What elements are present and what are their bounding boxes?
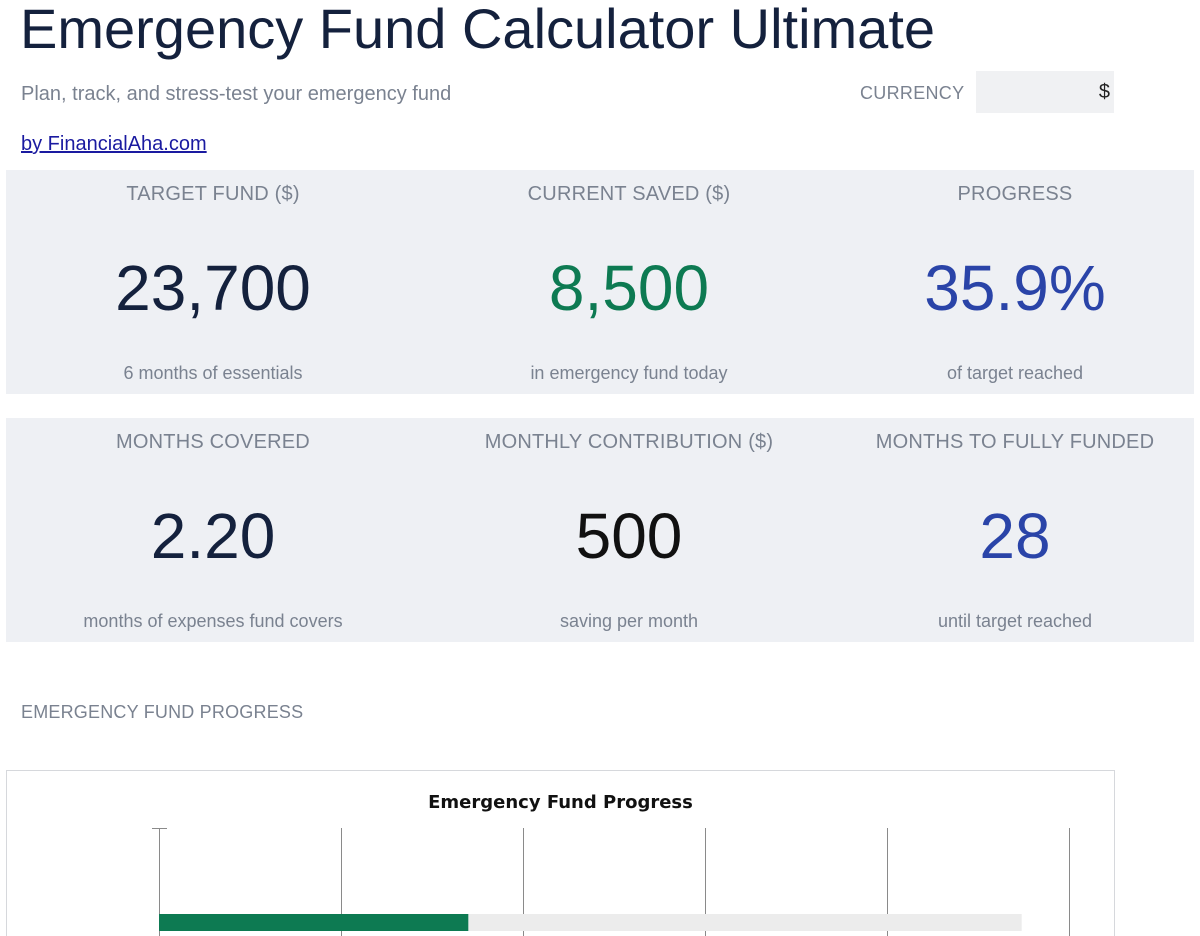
- kpi-months-covered: MONTHS COVERED 2.20 months of expenses f…: [6, 418, 420, 642]
- kpi-monthly-contribution: MONTHLY CONTRIBUTION ($) 500 saving per …: [420, 418, 838, 642]
- section-label-progress: EMERGENCY FUND PROGRESS: [21, 702, 304, 722]
- kpi-value: 2.20: [150, 500, 276, 572]
- kpi-label: MONTHS COVERED: [116, 431, 310, 453]
- financialaha-link[interactable]: by FinancialAha.com: [21, 133, 207, 155]
- kpi-caption: saving per month: [559, 611, 699, 631]
- kpi-value: 28: [979, 500, 1051, 572]
- kpi-caption: until target reached: [937, 611, 1093, 631]
- kpi-progress: PROGRESS 35.9% of target reached: [824, 170, 1200, 394]
- kpi-months-to-funded: MONTHS TO FULLY FUNDED 28 until target r…: [824, 418, 1200, 642]
- page-title: Emergency Fund Calculator Ultimate: [20, 0, 936, 60]
- kpi-row-summary: TARGET FUND ($) 23,700 6 months of essen…: [6, 170, 1194, 394]
- chart-title: Emergency Fund Progress: [428, 792, 693, 813]
- chart-plot-area: [152, 828, 1070, 936]
- kpi-caption: in emergency fund today: [530, 363, 728, 383]
- kpi-caption: of target reached: [946, 363, 1084, 383]
- kpi-label: MONTHS TO FULLY FUNDED: [875, 431, 1155, 453]
- kpi-label: CURRENT SAVED ($): [527, 183, 731, 205]
- kpi-label: PROGRESS: [957, 183, 1073, 205]
- kpi-value: 8,500: [548, 252, 710, 324]
- kpi-value: 500: [575, 500, 683, 572]
- progress-chart[interactable]: Emergency Fund Progress: [6, 770, 1115, 936]
- kpi-label: MONTHLY CONTRIBUTION ($): [484, 431, 774, 453]
- kpi-label: TARGET FUND ($): [126, 183, 300, 205]
- kpi-value: 23,700: [115, 252, 311, 324]
- chart-bar-remaining: [468, 914, 1022, 931]
- kpi-row-timeline: MONTHS COVERED 2.20 months of expenses f…: [6, 418, 1194, 642]
- currency-label: CURRENCY: [860, 83, 965, 103]
- kpi-target-fund: TARGET FUND ($) 23,700 6 months of essen…: [6, 170, 420, 394]
- kpi-current-saved: CURRENT SAVED ($) 8,500 in emergency fun…: [420, 170, 838, 394]
- page-subtitle: Plan, track, and stress-test your emerge…: [21, 83, 452, 105]
- kpi-value: 35.9%: [924, 252, 1106, 324]
- currency-input[interactable]: $: [976, 71, 1114, 113]
- chart-bar-saved: [159, 914, 469, 931]
- kpi-caption: 6 months of essentials: [123, 363, 303, 383]
- kpi-caption: months of expenses fund covers: [83, 611, 343, 631]
